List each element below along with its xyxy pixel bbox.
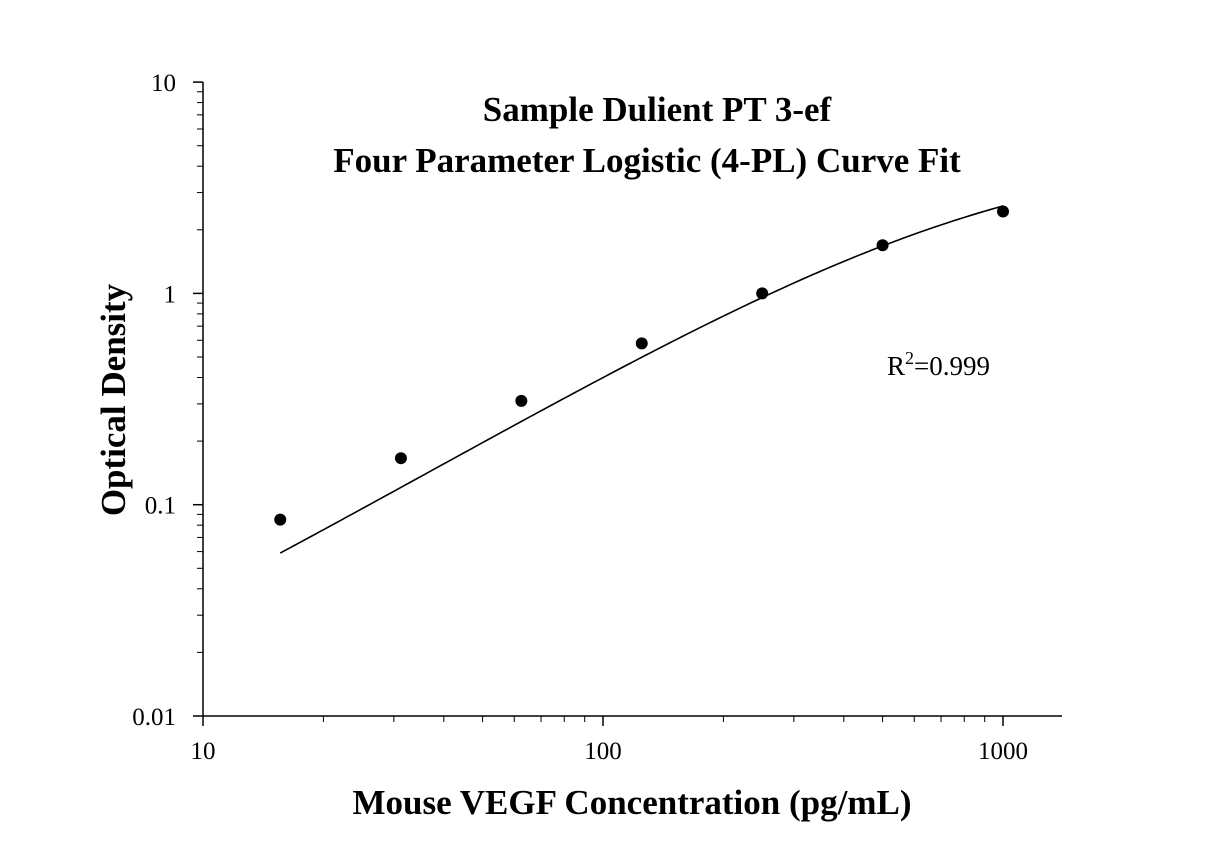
y-tick-label: 10 — [151, 70, 176, 97]
x-tick-label: 1000 — [978, 738, 1028, 765]
y-axis-label: Optical Density — [94, 283, 133, 516]
x-tick-label: 100 — [584, 738, 622, 765]
chart-title-line-2: Four Parameter Logistic (4-PL) Curve Fit — [333, 141, 961, 180]
r-squared-annotation: R2=0.999 — [887, 348, 990, 381]
r-squared-prefix: R — [887, 351, 905, 381]
data-point — [876, 239, 889, 252]
chart-title-line-1: Sample Dulient PT 3-ef — [483, 90, 832, 129]
r-squared-value: =0.999 — [914, 351, 990, 381]
y-tick-label: 0.01 — [132, 704, 176, 731]
x-axis-ticks — [202, 716, 1004, 726]
data-points — [274, 205, 1009, 526]
r-squared-superscript: 2 — [905, 348, 914, 368]
data-point — [274, 513, 287, 526]
x-axis-tick-labels: 10 100 1000 — [191, 738, 1029, 765]
x-axis-label: Mouse VEGF Concentration (pg/mL) — [352, 783, 911, 822]
data-point — [515, 394, 528, 407]
y-tick-label: 1 — [164, 281, 177, 308]
data-point — [394, 452, 407, 465]
y-axis-ticks — [193, 81, 203, 717]
x-tick-label: 10 — [191, 738, 216, 765]
data-point — [756, 287, 769, 300]
axes — [202, 82, 1062, 717]
y-axis-tick-labels: 0.01 0.1 1 10 — [132, 70, 176, 731]
data-point — [635, 337, 648, 350]
chart-title: Sample Dulient PT 3-ef Four Parameter Lo… — [333, 90, 961, 180]
y-tick-label: 0.1 — [145, 493, 176, 520]
data-point — [997, 205, 1009, 218]
